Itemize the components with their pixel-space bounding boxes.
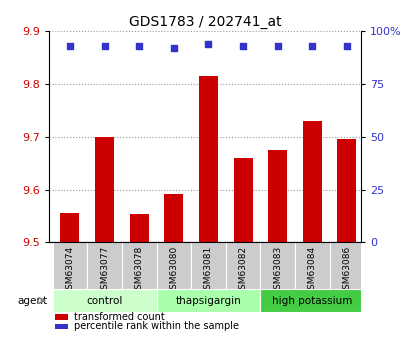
Bar bbox=[121, 243, 156, 289]
Title: GDS1783 / 202741_at: GDS1783 / 202741_at bbox=[128, 14, 281, 29]
Bar bbox=[164, 194, 183, 243]
Bar bbox=[156, 289, 260, 312]
Point bbox=[136, 43, 142, 49]
Point bbox=[343, 43, 349, 49]
Point bbox=[274, 43, 280, 49]
Bar bbox=[267, 150, 287, 243]
Bar bbox=[55, 324, 68, 329]
Text: GSM63083: GSM63083 bbox=[272, 246, 281, 295]
Text: GSM63086: GSM63086 bbox=[342, 246, 351, 295]
Text: GSM63082: GSM63082 bbox=[238, 246, 247, 295]
Bar bbox=[87, 243, 121, 289]
Text: high potassium: high potassium bbox=[272, 296, 352, 306]
Text: agent: agent bbox=[17, 296, 47, 306]
Point bbox=[204, 41, 211, 47]
Point bbox=[308, 43, 315, 49]
Bar bbox=[156, 243, 191, 289]
Text: GSM63074: GSM63074 bbox=[65, 246, 74, 295]
Text: control: control bbox=[86, 296, 122, 306]
Bar bbox=[198, 76, 218, 243]
Point bbox=[170, 45, 177, 51]
Bar bbox=[233, 158, 252, 243]
Text: transformed count: transformed count bbox=[74, 312, 164, 322]
Bar bbox=[329, 243, 363, 289]
Point bbox=[239, 43, 246, 49]
Bar bbox=[55, 314, 68, 320]
Text: GSM63084: GSM63084 bbox=[307, 246, 316, 295]
Bar bbox=[260, 243, 294, 289]
Text: GSM63078: GSM63078 bbox=[135, 246, 144, 295]
Bar bbox=[225, 243, 260, 289]
Bar bbox=[191, 243, 225, 289]
Bar bbox=[52, 289, 156, 312]
Text: GSM63077: GSM63077 bbox=[100, 246, 109, 295]
Text: GSM63081: GSM63081 bbox=[203, 246, 212, 295]
Point bbox=[67, 43, 73, 49]
Text: percentile rank within the sample: percentile rank within the sample bbox=[74, 322, 238, 332]
Text: GSM63080: GSM63080 bbox=[169, 246, 178, 295]
Bar bbox=[337, 139, 355, 243]
Bar bbox=[260, 289, 363, 312]
Bar bbox=[95, 137, 114, 243]
Text: thapsigargin: thapsigargin bbox=[175, 296, 241, 306]
Bar bbox=[294, 243, 329, 289]
Bar bbox=[52, 243, 87, 289]
Bar bbox=[129, 214, 148, 243]
Bar bbox=[60, 213, 79, 243]
Point bbox=[101, 43, 108, 49]
Bar bbox=[302, 121, 321, 243]
